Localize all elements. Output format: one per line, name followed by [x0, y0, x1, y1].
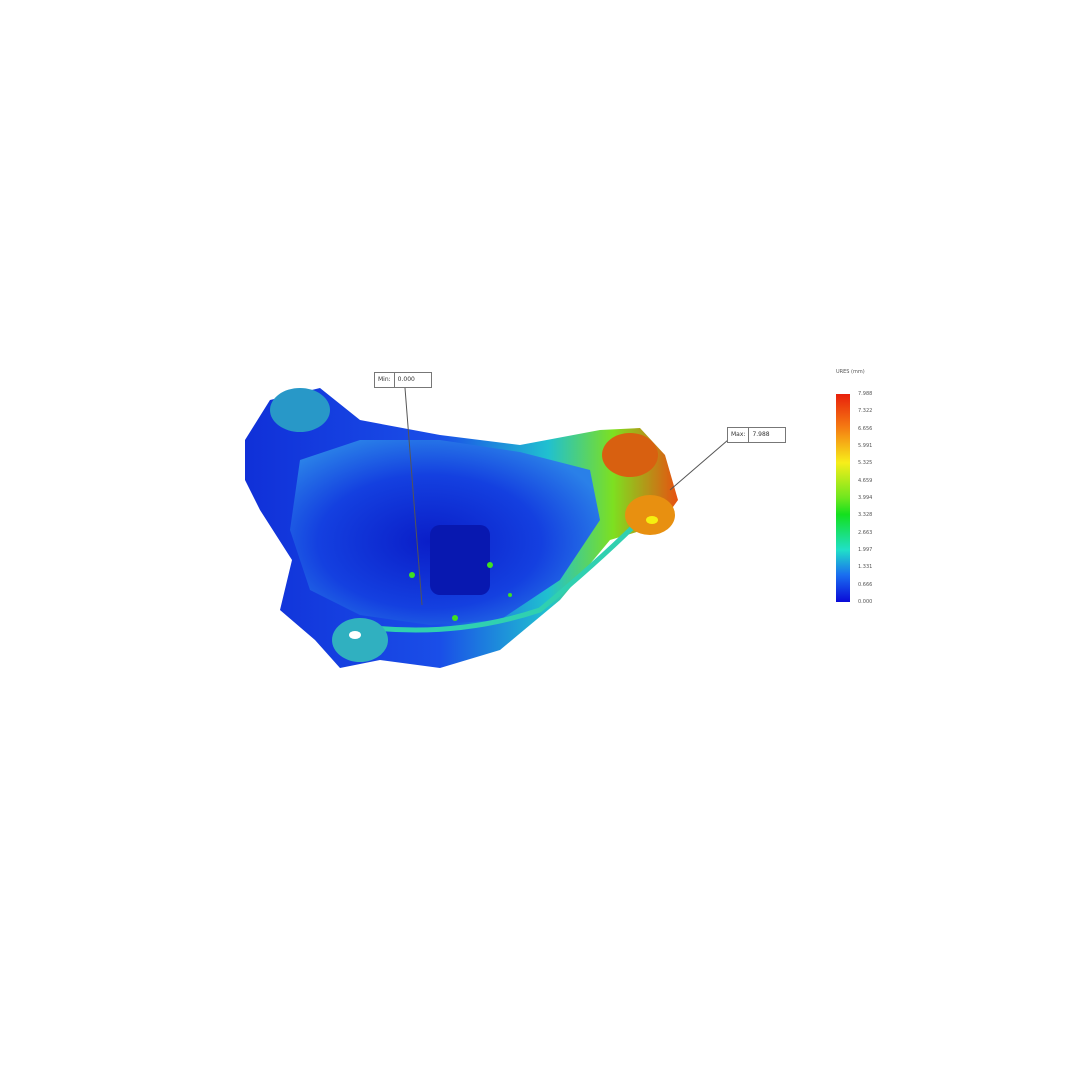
max-probe-caption: Max:	[728, 428, 750, 442]
mount-bottom-right	[625, 495, 675, 535]
min-leader	[404, 387, 423, 606]
max-probe-label: Max: 7.988	[727, 427, 787, 443]
legend-tick-label: 5.325	[858, 460, 873, 467]
legend-tick-label: 4.659	[858, 477, 873, 484]
min-probe-label: Min: 0.000	[374, 372, 432, 388]
mount-top-right	[602, 433, 658, 477]
rim	[349, 518, 642, 633]
legend-tick-label: 3.328	[858, 512, 873, 519]
legend-tick-label: 3.994	[858, 495, 873, 501]
legend-tick-label: 7.322	[858, 408, 873, 415]
legend-tick-label: 7.988	[858, 391, 873, 397]
legend-title: URES (mm)	[836, 369, 865, 375]
legend-tick-label: 0.000	[858, 599, 873, 605]
color-scale-bar	[836, 394, 850, 602]
mount-top-left	[270, 388, 330, 432]
legend-tick-label: 1.331	[858, 564, 873, 571]
legend-tick-label: 1.997	[858, 547, 873, 553]
min-probe-value: 0.000	[397, 376, 415, 383]
legend-tick-label: 0.666	[858, 581, 873, 588]
legend-tick-label: 5.991	[858, 443, 873, 449]
min-probe-caption: Min:	[375, 373, 395, 387]
legend-tick-label: 6.656	[858, 425, 873, 432]
center-boss	[430, 525, 490, 595]
max-leader	[669, 439, 729, 491]
mount-bottom-left	[332, 618, 388, 662]
max-probe-value: 7.988	[752, 431, 770, 438]
legend-tick-label: 2.663	[858, 529, 873, 536]
